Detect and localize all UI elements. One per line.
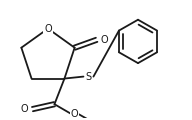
Text: O: O (101, 35, 108, 45)
Text: O: O (44, 24, 52, 34)
Text: S: S (85, 72, 92, 82)
Text: O: O (21, 104, 28, 114)
Text: O: O (71, 109, 78, 119)
